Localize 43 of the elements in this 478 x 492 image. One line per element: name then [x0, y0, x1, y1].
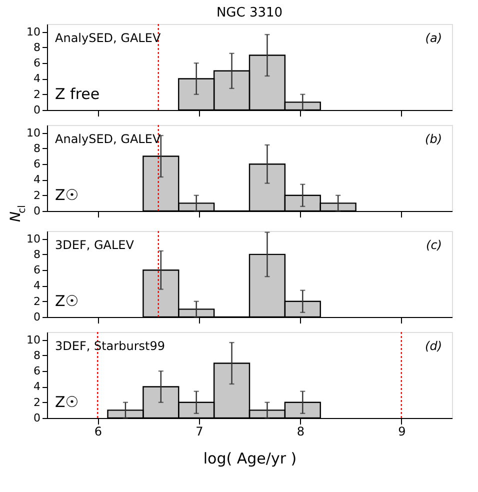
annotation: (b)	[425, 132, 442, 146]
y-tick-label: 0	[34, 204, 40, 218]
annotation: AnalySED, GALEV	[55, 31, 162, 45]
y-tick-label: 2	[34, 188, 40, 202]
annotation: Z☉	[55, 393, 79, 411]
y-tick-label: 8	[34, 248, 40, 261]
chart-title: NGC 3310	[216, 5, 283, 20]
y-tick-label: 4	[34, 279, 40, 292]
x-axis-title: log( Age/yr )	[203, 450, 297, 468]
y-tick-label: 2	[34, 396, 40, 409]
annotation: (a)	[425, 31, 442, 45]
annotation: 3DEF, Starburst99	[55, 339, 165, 353]
y-tick-label: 4	[34, 173, 40, 186]
annotation: Z free	[55, 85, 100, 103]
x-tick-label: 8	[296, 424, 304, 438]
y-tick-label: 4	[34, 380, 40, 394]
annotation: (c)	[426, 238, 442, 252]
annotation: (d)	[425, 339, 442, 353]
y-axis-title: Ncl	[8, 205, 28, 222]
y-tick-label: 10	[26, 232, 40, 246]
y-tick-label: 10	[26, 333, 40, 346]
annotation: Z☉	[55, 186, 79, 204]
y-tick-label: 6	[34, 158, 40, 171]
y-tick-label: 2	[34, 88, 40, 101]
x-tick-label: 6	[94, 424, 102, 438]
y-tick-label: 4	[34, 72, 40, 86]
y-tick-label: 6	[34, 364, 40, 378]
x-tick-label: 7	[196, 424, 204, 438]
y-tick-label: 0	[34, 310, 40, 324]
y-tick-label: 6	[34, 264, 40, 277]
y-tick-label: 6	[34, 56, 40, 70]
y-tick-label: 10	[26, 126, 40, 140]
x-tick-label: 9	[398, 424, 406, 438]
annotation: Z☉	[55, 292, 79, 310]
y-tick-label: 0	[34, 412, 40, 424]
annotation: 3DEF, GALEV	[55, 238, 135, 252]
y-tick-label: 2	[34, 294, 40, 308]
y-tick-label: 0	[34, 104, 40, 116]
y-tick-label: 10	[26, 25, 40, 38]
y-tick-label: 8	[34, 142, 40, 155]
y-tick-label: 8	[34, 348, 40, 362]
annotation: AnalySED, GALEV	[55, 132, 162, 146]
y-tick-label: 8	[34, 40, 40, 54]
